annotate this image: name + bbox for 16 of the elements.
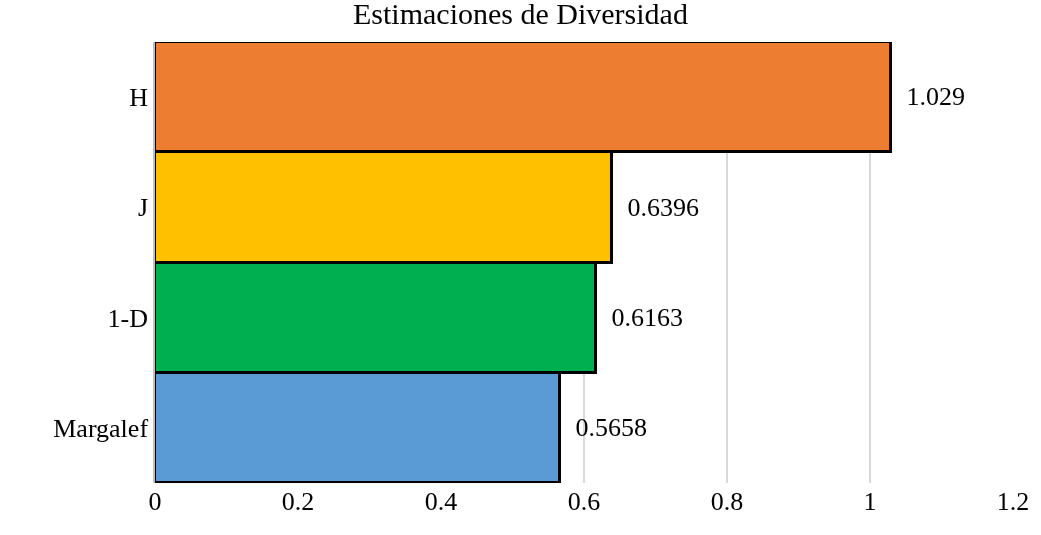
x-tick-label: 1 <box>863 487 877 516</box>
x-tick-label: 0.8 <box>710 487 744 516</box>
x-tick-label: 0.2 <box>281 487 315 516</box>
x-tick-label: 1.2 <box>996 487 1030 516</box>
y-tick-label: 1-D <box>107 303 149 333</box>
x-tick-label: 0.6 <box>567 487 601 516</box>
data-label: 1.029 <box>893 82 965 111</box>
y-tick-label: H <box>129 83 149 113</box>
y-tick-label: Margalef <box>53 413 149 443</box>
y-tick-label: J <box>137 193 149 223</box>
x-tick-label: 0 <box>148 487 162 516</box>
chart-title: Estimaciones de Diversidad <box>353 0 688 30</box>
x-tick-label: 0.4 <box>424 487 458 516</box>
data-label: 0.5658 <box>562 413 647 442</box>
data-label: 0.6396 <box>614 192 699 222</box>
data-label: 0.6163 <box>598 303 683 332</box>
